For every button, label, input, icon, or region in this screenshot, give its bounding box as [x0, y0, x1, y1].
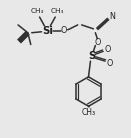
Text: CH₃: CH₃: [31, 8, 44, 14]
Text: O: O: [107, 59, 113, 68]
Text: O: O: [105, 45, 111, 54]
Text: S: S: [88, 51, 95, 61]
Text: CH₃: CH₃: [50, 8, 64, 14]
Text: ·: ·: [66, 26, 69, 35]
Text: O: O: [94, 38, 100, 47]
Text: N: N: [109, 12, 115, 21]
Text: Si: Si: [42, 26, 53, 36]
Text: CH₃: CH₃: [81, 108, 95, 117]
Text: O: O: [61, 26, 67, 35]
